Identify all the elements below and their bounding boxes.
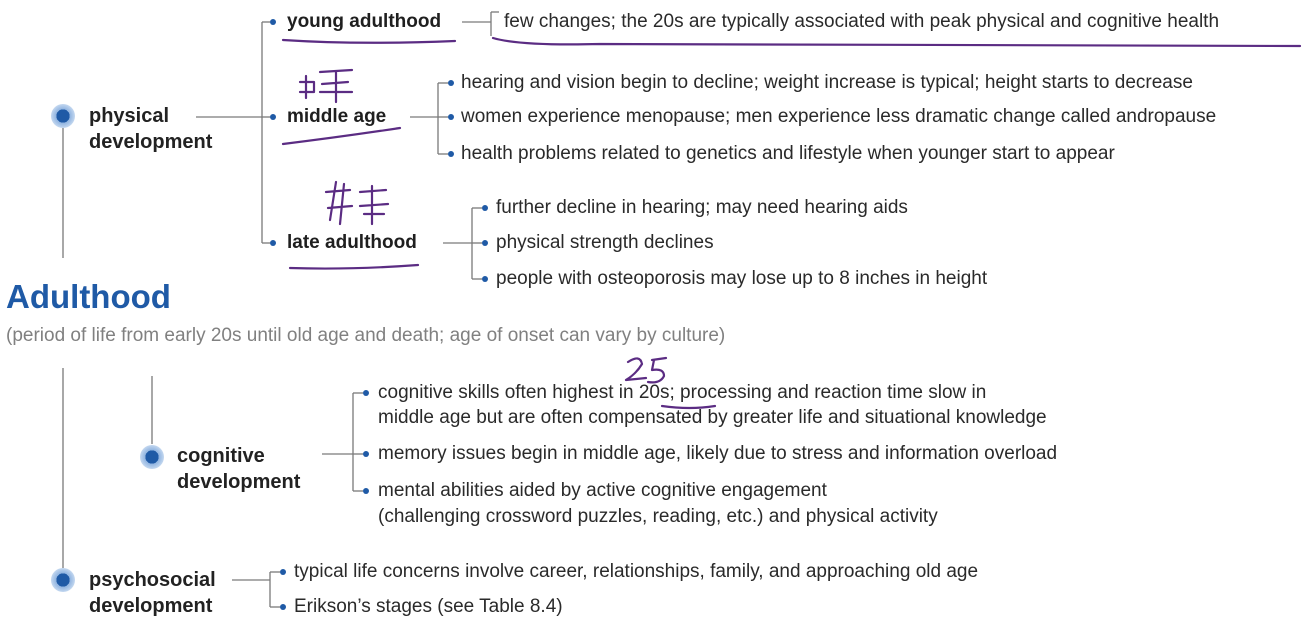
- cognitive-item-line: middle age but are often compensated by …: [378, 407, 1047, 428]
- middle-item: hearing and vision begin to decline; wei…: [461, 72, 1193, 93]
- stage-young-adulthood: young adulthood: [287, 11, 442, 32]
- page-title: Adulthood: [6, 278, 171, 315]
- middle-item: health problems related to genetics and …: [461, 143, 1115, 164]
- young-item: few changes; the 20s are typically assoc…: [504, 11, 1220, 32]
- stage-middle-age: middle age: [287, 106, 387, 127]
- category-physical: physical development: [89, 105, 213, 153]
- late-item: physical strength declines: [496, 232, 714, 253]
- stage-late-adulthood: late adulthood: [287, 232, 417, 253]
- late-item: people with osteoporosis may lose up to …: [496, 268, 988, 289]
- cognitive-item-line: (challenging crossword puzzles, reading,…: [378, 506, 938, 527]
- category-psychosocial: psychosocial development: [89, 569, 216, 617]
- page-subtitle: (period of life from early 20s until old…: [6, 325, 726, 346]
- cognitive-item-line: mental abilities aided by active cogniti…: [378, 480, 827, 501]
- cognitive-item-line: memory issues begin in middle age, likel…: [378, 443, 1058, 464]
- category-cognitive: cognitive development: [177, 445, 301, 493]
- psychosocial-item: typical life concerns involve career, re…: [294, 561, 979, 582]
- late-item: further decline in hearing; may need hea…: [496, 197, 908, 218]
- psychosocial-item: Erikson’s stages (see Table 8.4): [294, 596, 563, 617]
- cognitive-item-line: cognitive skills often highest in 20s; p…: [378, 382, 987, 403]
- middle-item: women experience menopause; men experien…: [461, 106, 1217, 127]
